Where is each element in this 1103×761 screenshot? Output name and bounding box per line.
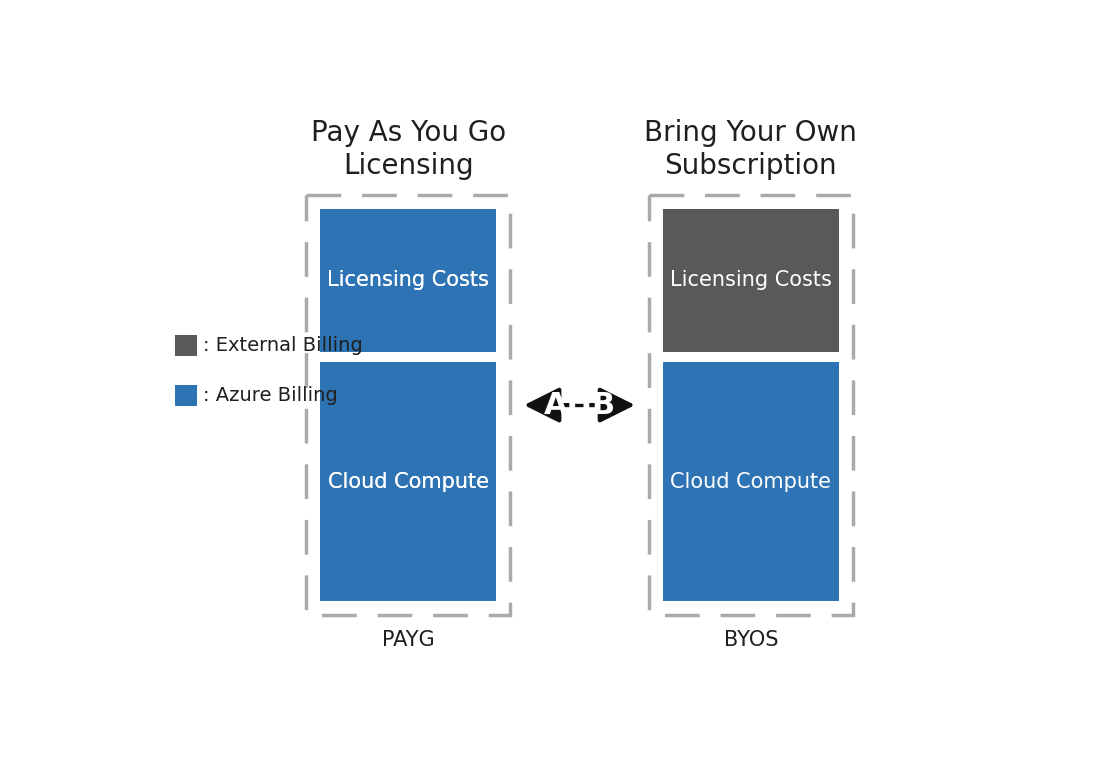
- Bar: [175, 335, 196, 356]
- Text: AHB: AHB: [544, 390, 615, 419]
- Text: Licensing Costs: Licensing Costs: [670, 270, 832, 291]
- Text: Cloud Compute: Cloud Compute: [671, 472, 832, 492]
- Bar: [663, 209, 839, 352]
- Bar: [307, 196, 511, 615]
- Text: Cloud Compute: Cloud Compute: [328, 472, 489, 492]
- Text: Pay As You Go
Licensing: Pay As You Go Licensing: [311, 119, 506, 180]
- Bar: [175, 385, 196, 406]
- Text: : External Billing: : External Billing: [203, 336, 363, 355]
- Text: Cloud Compute: Cloud Compute: [328, 472, 489, 492]
- Text: : Azure Billing: : Azure Billing: [203, 386, 338, 405]
- Bar: [320, 362, 496, 601]
- Text: Licensing Costs: Licensing Costs: [328, 270, 489, 291]
- Bar: [320, 209, 496, 352]
- Bar: [649, 196, 853, 615]
- Text: BYOS: BYOS: [724, 629, 778, 650]
- Text: Bring Your Own
Subscription: Bring Your Own Subscription: [644, 119, 857, 180]
- Text: Licensing Costs: Licensing Costs: [328, 270, 489, 291]
- Bar: [663, 362, 839, 601]
- Text: PAYG: PAYG: [382, 629, 435, 650]
